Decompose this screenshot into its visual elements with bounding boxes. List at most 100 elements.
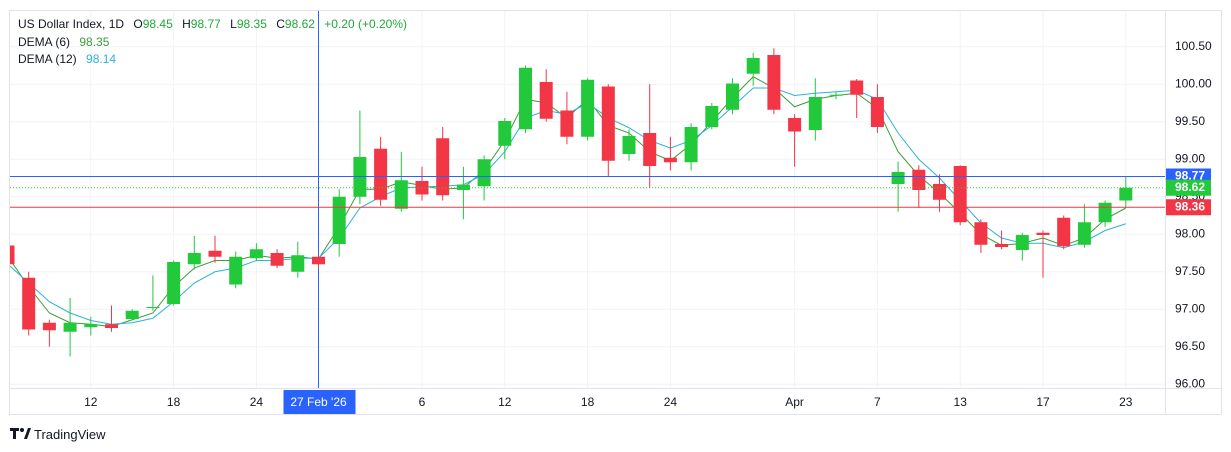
plot-area bbox=[10, 11, 1165, 388]
axes: 96.0096.5097.0097.5098.0098.5099.0099.50… bbox=[84, 39, 1212, 414]
candle-body bbox=[891, 172, 905, 184]
x-tick-label: 17 bbox=[1036, 395, 1050, 409]
candle-body bbox=[1098, 202, 1112, 223]
candle-body bbox=[42, 322, 56, 331]
candle-body bbox=[870, 97, 884, 127]
x-tick-label: 27 Feb '26 bbox=[290, 395, 347, 409]
y-tick-label: 96.00 bbox=[1175, 376, 1205, 390]
x-tick-label: 12 bbox=[84, 395, 98, 409]
x-tick-label: 18 bbox=[581, 395, 595, 409]
price-badge-label: 98.36 bbox=[1175, 199, 1205, 213]
candle-body bbox=[808, 97, 822, 130]
candle-body bbox=[63, 322, 77, 332]
candle-body bbox=[601, 86, 615, 161]
legend-entry[interactable]: DEMA (12) 98.14 bbox=[18, 52, 116, 66]
x-tick-label: 18 bbox=[167, 395, 181, 409]
candle-body bbox=[1057, 217, 1071, 247]
candle-body bbox=[1119, 187, 1133, 201]
candle-body bbox=[146, 307, 160, 308]
candle-body bbox=[829, 94, 843, 96]
candle-body bbox=[581, 79, 595, 137]
candle-body bbox=[84, 324, 98, 328]
y-tick-label: 100.50 bbox=[1175, 39, 1212, 53]
y-tick-label: 99.50 bbox=[1175, 114, 1205, 128]
crosshair-label-bg bbox=[283, 390, 356, 414]
ohlc-value: 98.77 bbox=[190, 17, 221, 31]
x-tick-label: 7 bbox=[874, 395, 881, 409]
brand: TradingView bbox=[34, 427, 106, 442]
x-tick-label: 24 bbox=[664, 395, 678, 409]
legend-header: US Dollar Index, 1D O98.45 H98.77 L98.35… bbox=[18, 17, 407, 31]
candle-body bbox=[1036, 232, 1050, 235]
ohlc-label: H bbox=[182, 17, 191, 31]
y-tick-label: 100.00 bbox=[1175, 76, 1212, 90]
price-badge bbox=[1166, 199, 1211, 216]
ohlc-label: L bbox=[230, 17, 237, 31]
candle-body bbox=[953, 166, 967, 223]
y-tick-label: 99.00 bbox=[1175, 151, 1205, 165]
ohlc-value: 98.62 bbox=[284, 17, 315, 31]
candle-body bbox=[767, 55, 781, 110]
price-badge-label: 98.62 bbox=[1175, 180, 1205, 194]
ohlc-value: 98.45 bbox=[142, 17, 173, 31]
legend-entry[interactable]: DEMA (6) 98.35 bbox=[18, 35, 109, 49]
candle-body bbox=[974, 222, 988, 245]
candle-body bbox=[436, 138, 450, 196]
candle-body bbox=[332, 196, 346, 244]
candle-body bbox=[1077, 222, 1091, 245]
x-tick-label: 24 bbox=[250, 395, 264, 409]
candle-body bbox=[539, 82, 553, 119]
x-tick-label: 6 bbox=[419, 395, 426, 409]
candle-body bbox=[125, 310, 139, 319]
price-badge-label: 98.77 bbox=[1175, 169, 1205, 183]
candle-body bbox=[1015, 235, 1029, 250]
candle-body bbox=[477, 159, 491, 187]
candle-body bbox=[22, 277, 36, 330]
candle-body bbox=[643, 133, 657, 166]
y-tick-label: 98.00 bbox=[1175, 226, 1205, 240]
x-tick-label: 13 bbox=[954, 395, 968, 409]
legend-value: 98.14 bbox=[86, 52, 117, 66]
legend-name: DEMA (6) bbox=[18, 35, 71, 49]
price-badge bbox=[1166, 179, 1211, 196]
candle-body bbox=[995, 244, 1009, 247]
ohlc-label: O bbox=[133, 17, 143, 31]
candle-body bbox=[933, 184, 946, 200]
x-tick-label: Apr bbox=[785, 395, 804, 409]
ohlc-label: C bbox=[276, 17, 285, 31]
candle-body bbox=[788, 118, 802, 132]
candle-body bbox=[726, 83, 739, 110]
candle-body bbox=[249, 249, 263, 259]
candle-body bbox=[291, 255, 305, 272]
grid bbox=[10, 11, 1165, 388]
candle-body bbox=[850, 80, 864, 95]
chart-frame bbox=[9, 10, 1222, 415]
candle-body bbox=[229, 256, 243, 285]
x-tick-label: 12 bbox=[498, 395, 512, 409]
candle-body bbox=[10, 245, 15, 265]
y-tick-label: 97.00 bbox=[1175, 301, 1205, 315]
y-tick-label: 97.50 bbox=[1175, 264, 1205, 278]
legend-value: 98.35 bbox=[79, 35, 110, 49]
ohlc-value: 98.35 bbox=[236, 17, 267, 31]
candle-body bbox=[187, 253, 201, 265]
candle-body bbox=[560, 110, 574, 137]
candle-body bbox=[394, 180, 408, 209]
candle-body bbox=[312, 256, 325, 265]
candle-body bbox=[684, 127, 698, 163]
x-tick-label: 23 bbox=[1119, 395, 1133, 409]
y-tick-label: 96.50 bbox=[1175, 339, 1205, 353]
legend-name: DEMA (12) bbox=[18, 52, 77, 66]
logo bbox=[10, 428, 31, 439]
candle-body bbox=[167, 262, 181, 304]
candle-body bbox=[105, 324, 118, 328]
candle-body bbox=[374, 148, 388, 200]
candle-body bbox=[746, 58, 760, 74]
candle-body bbox=[705, 106, 719, 127]
change: +0.20 (+0.20%) bbox=[324, 17, 407, 31]
candle-body bbox=[519, 67, 532, 130]
candle-body bbox=[270, 253, 284, 266]
candle-body bbox=[498, 121, 512, 146]
